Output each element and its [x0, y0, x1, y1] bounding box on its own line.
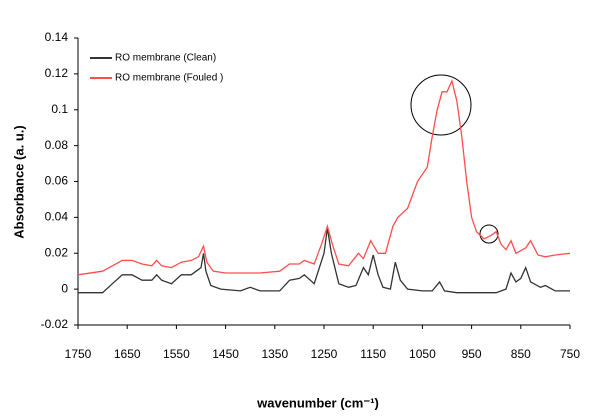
y-tick-label: -0.02 [41, 317, 69, 331]
legend-label: RO membrane (Clean) [115, 53, 216, 64]
x-tick-label: 1250 [311, 347, 338, 361]
x-tick-label: 750 [560, 347, 580, 361]
x-tick-label: 1650 [114, 347, 141, 361]
annotation-circle [479, 224, 499, 244]
x-tick-label: 1050 [409, 347, 436, 361]
y-tick-label: 0.14 [45, 30, 69, 44]
annotation-circle [410, 74, 472, 136]
legend-label: RO membrane (Fouled ) [115, 73, 223, 84]
x-tick-label: 850 [511, 347, 531, 361]
x-tick-label: 1350 [261, 347, 288, 361]
y-tick-label: 0.1 [51, 102, 68, 116]
y-tick-label: 0.12 [45, 66, 69, 80]
data-line [77, 79, 571, 276]
y-tick-label: 0.02 [45, 245, 69, 259]
y-tick-label: 0.04 [45, 210, 69, 224]
x-tick-label: 1150 [360, 347, 386, 361]
data-line [78, 227, 570, 294]
y-tick-label: 0.06 [45, 174, 69, 188]
x-tick-label: 1750 [65, 347, 92, 361]
x-axis-label: wavenumber (cm⁻¹) [256, 395, 379, 410]
x-tick-label: 1550 [163, 347, 190, 361]
y-tick-label: 0 [61, 281, 68, 295]
x-tick-label: 950 [462, 347, 482, 361]
y-tick-label: 0.08 [45, 138, 69, 152]
x-tick-label: 1450 [212, 347, 239, 361]
y-axis-label: Absorbance (a. u.) [11, 125, 26, 238]
